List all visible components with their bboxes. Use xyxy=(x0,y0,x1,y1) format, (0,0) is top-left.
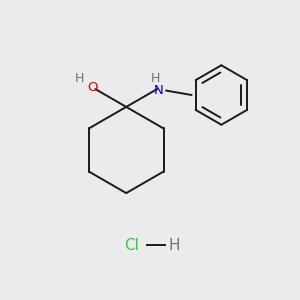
Text: O: O xyxy=(88,81,98,94)
Text: Cl: Cl xyxy=(124,238,139,253)
Text: H: H xyxy=(169,238,180,253)
Text: H: H xyxy=(151,72,160,85)
Text: H: H xyxy=(75,72,84,85)
Text: N: N xyxy=(154,84,164,97)
